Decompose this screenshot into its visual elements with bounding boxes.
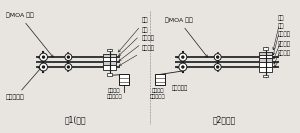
Bar (119, 74, 129, 85)
Circle shape (179, 53, 187, 61)
Text: 金属垫片: 金属垫片 (274, 32, 290, 59)
Text: 计数器或
在线监测仪: 计数器或 在线监测仪 (106, 88, 122, 99)
Circle shape (43, 56, 44, 58)
Text: 弹簧: 弹簧 (118, 28, 148, 56)
Text: 与MOA 相连: 与MOA 相连 (165, 18, 208, 57)
Circle shape (214, 54, 221, 61)
Circle shape (68, 66, 69, 68)
Text: 与构架相连: 与构架相连 (172, 85, 188, 91)
Text: 与构架相连: 与构架相连 (6, 68, 41, 100)
Bar (260, 58, 272, 62)
Bar (103, 54, 116, 57)
Circle shape (68, 56, 69, 58)
Circle shape (182, 56, 184, 58)
Circle shape (182, 66, 184, 68)
Circle shape (217, 56, 219, 58)
Bar (103, 57, 116, 61)
Circle shape (214, 64, 221, 70)
Bar (263, 47, 268, 50)
Circle shape (43, 66, 44, 68)
Bar (103, 65, 116, 70)
Text: 图2（正）: 图2（正） (213, 115, 236, 124)
Bar (260, 55, 272, 58)
Text: 金属垫片: 金属垫片 (119, 36, 155, 61)
Bar (263, 75, 268, 77)
Circle shape (65, 64, 72, 70)
Circle shape (65, 54, 72, 61)
Circle shape (179, 63, 187, 71)
Bar (260, 52, 272, 55)
Bar (260, 67, 272, 72)
Bar (260, 62, 272, 67)
Bar (107, 73, 112, 76)
Text: 计数器或
在线监测仪: 计数器或 在线监测仪 (150, 88, 166, 99)
Text: 绝缘垫片: 绝缘垫片 (119, 45, 155, 66)
Text: 绝缘垫片: 绝缘垫片 (274, 41, 290, 64)
Circle shape (217, 66, 219, 68)
Text: 绝缘垫片: 绝缘垫片 (274, 50, 290, 67)
Text: 与MOA 相连: 与MOA 相连 (6, 13, 53, 57)
Text: 弹簧: 弹簧 (273, 24, 284, 55)
Text: 螺栓: 螺栓 (118, 18, 148, 52)
Circle shape (40, 63, 47, 71)
Bar (103, 61, 116, 65)
Bar (107, 49, 112, 51)
Circle shape (40, 53, 47, 61)
Text: 螺栓: 螺栓 (273, 16, 284, 50)
Bar (155, 74, 165, 85)
Text: 图1(误）: 图1(误） (64, 115, 86, 124)
